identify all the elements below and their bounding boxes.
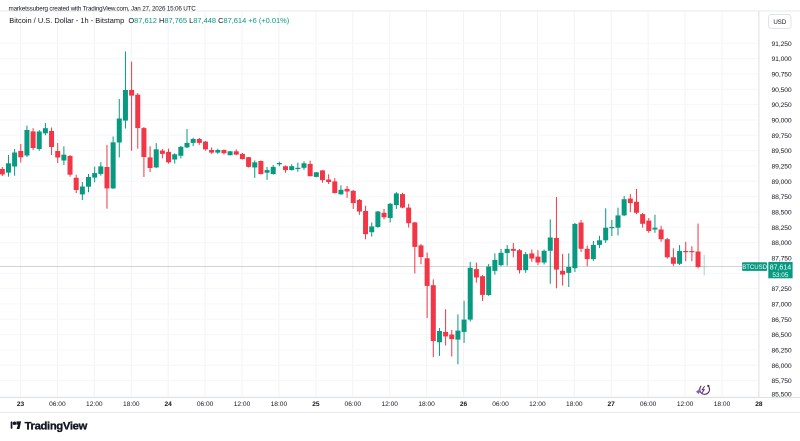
svg-text:91,250: 91,250	[772, 41, 792, 48]
svg-text:88,000: 88,000	[772, 240, 792, 247]
svg-text:88,750: 88,750	[772, 194, 792, 201]
svg-text:91,000: 91,000	[772, 56, 792, 63]
svg-text:87,614: 87,614	[770, 265, 792, 272]
svg-text:12:00: 12:00	[677, 401, 694, 408]
svg-text:86,750: 86,750	[772, 317, 792, 324]
svg-text:25: 25	[312, 401, 320, 408]
svg-text:marketssuberg created with Tra: marketssuberg created with TradingView.c…	[9, 5, 197, 12]
svg-text:23: 23	[17, 401, 25, 408]
svg-text:TradingView: TradingView	[25, 421, 88, 433]
svg-text:18:00: 18:00	[714, 401, 731, 408]
svg-text:18:00: 18:00	[123, 401, 140, 408]
svg-text:90,250: 90,250	[772, 102, 792, 109]
svg-text:90,750: 90,750	[772, 72, 792, 79]
svg-text:86,250: 86,250	[772, 348, 792, 355]
svg-text:Bitcoin / U.S. Dollar - 1h - B: Bitcoin / U.S. Dollar - 1h - Bitstamp O8…	[9, 16, 289, 25]
svg-text:85,500: 85,500	[772, 392, 792, 399]
svg-text:24: 24	[165, 401, 173, 408]
svg-text:USD: USD	[773, 19, 786, 26]
svg-text:88,500: 88,500	[772, 210, 792, 217]
svg-text:89,500: 89,500	[772, 148, 792, 155]
svg-text:12:00: 12:00	[529, 401, 546, 408]
svg-text:27: 27	[608, 401, 616, 408]
svg-text:12:00: 12:00	[381, 401, 398, 408]
svg-text:87,750: 87,750	[772, 256, 792, 263]
svg-text:28: 28	[755, 401, 763, 408]
svg-text:89,750: 89,750	[772, 133, 792, 140]
svg-text:06:00: 06:00	[492, 401, 509, 408]
svg-text:12:00: 12:00	[234, 401, 251, 408]
svg-text:06:00: 06:00	[49, 401, 66, 408]
svg-text:85,750: 85,750	[772, 378, 792, 385]
svg-text:90,500: 90,500	[772, 87, 792, 94]
svg-text:89,000: 89,000	[772, 179, 792, 186]
svg-text:89,250: 89,250	[772, 164, 792, 171]
svg-text:86,500: 86,500	[772, 332, 792, 339]
svg-text:87,000: 87,000	[772, 302, 792, 309]
svg-text:12:00: 12:00	[86, 401, 103, 408]
svg-text:90,000: 90,000	[772, 118, 792, 125]
svg-text:06:00: 06:00	[345, 401, 362, 408]
svg-text:06:00: 06:00	[640, 401, 657, 408]
svg-text:88,250: 88,250	[772, 225, 792, 232]
svg-text:87,250: 87,250	[772, 286, 792, 293]
svg-text:18:00: 18:00	[418, 401, 435, 408]
svg-text:26: 26	[460, 401, 468, 408]
svg-text:53:05: 53:05	[772, 272, 788, 279]
svg-text:18:00: 18:00	[271, 401, 288, 408]
svg-text:86,000: 86,000	[772, 363, 792, 370]
svg-text:06:00: 06:00	[197, 401, 214, 408]
svg-text:18:00: 18:00	[566, 401, 583, 408]
svg-text:BTCUSD: BTCUSD	[742, 265, 767, 271]
